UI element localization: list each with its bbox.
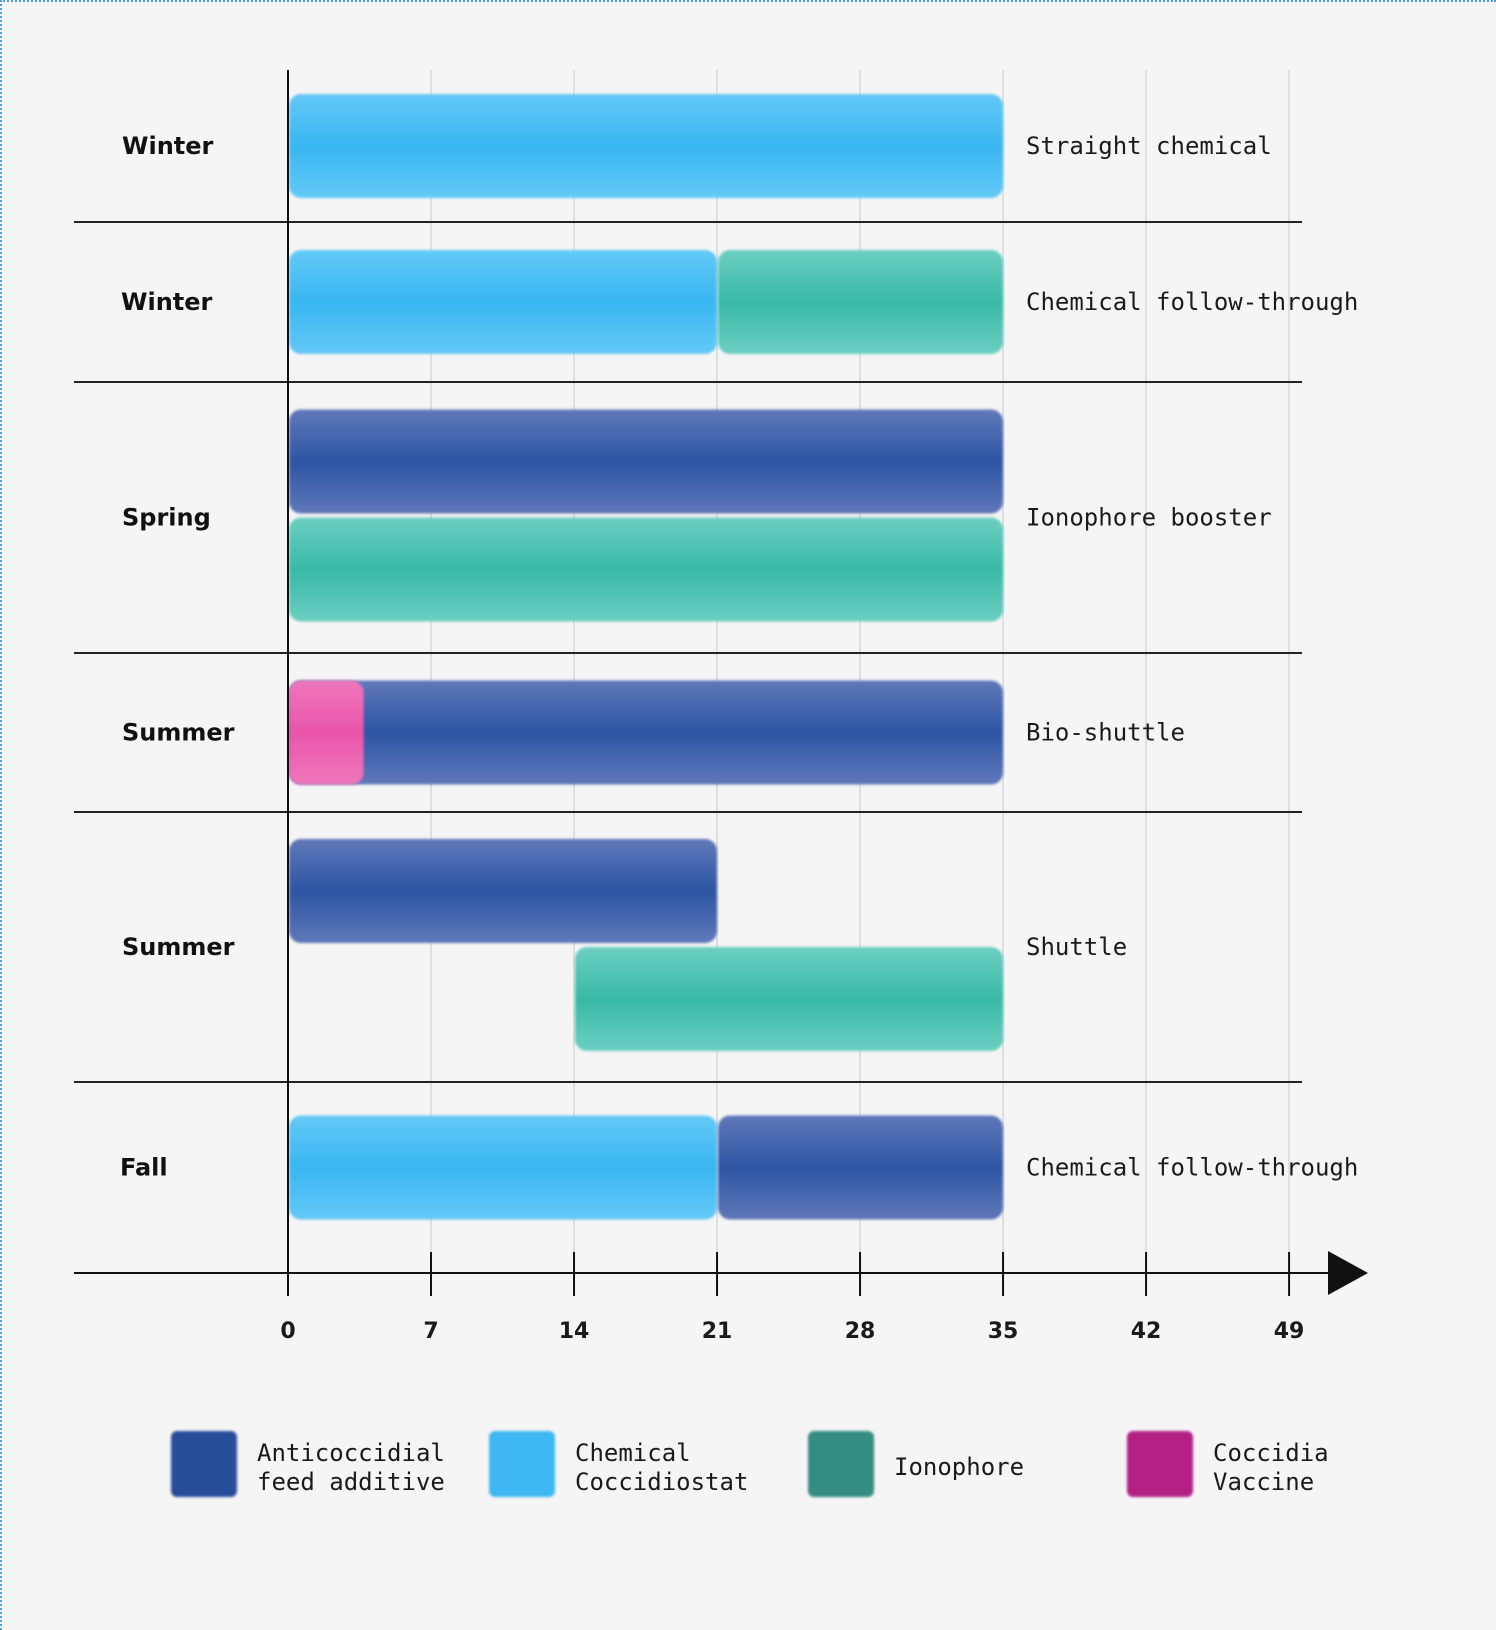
x-tick-label: 0 <box>280 1319 295 1344</box>
bar-anticoccidial <box>289 839 718 943</box>
program-label: Shuttle <box>1026 933 1127 961</box>
x-tick-label: 28 <box>845 1319 876 1344</box>
bar-chemical <box>289 250 718 354</box>
legend-label: feed additive <box>257 1468 445 1496</box>
legend-label: Coccidia <box>1213 1439 1329 1467</box>
x-tick-label: 35 <box>988 1319 1019 1344</box>
program-label: Chemical follow-through <box>1026 1154 1358 1182</box>
bar-chemical <box>289 94 1004 198</box>
x-tick-label: 42 <box>1131 1319 1162 1344</box>
program-label: Bio-shuttle <box>1026 719 1185 747</box>
x-tick-label: 49 <box>1274 1319 1305 1344</box>
legend-label: Ionophore <box>894 1453 1024 1481</box>
bar-ionophore <box>289 517 1004 622</box>
bar-chemical <box>289 1115 718 1220</box>
season-label: Winter <box>121 288 213 316</box>
bar-ionophore <box>718 250 1004 354</box>
legend-swatch-chemical <box>489 1431 555 1497</box>
x-axis-arrow-icon <box>1328 1251 1368 1295</box>
legend-label: Vaccine <box>1213 1468 1314 1496</box>
season-label: Winter <box>122 132 214 160</box>
x-tick-label: 14 <box>559 1319 590 1344</box>
x-tick-label: 21 <box>702 1319 733 1344</box>
bar-vaccine <box>289 680 364 785</box>
legend-swatch-anticoccidial <box>171 1431 237 1497</box>
legend-label: Coccidiostat <box>575 1468 748 1496</box>
season-label: Fall <box>120 1154 168 1182</box>
bar-anticoccidial <box>289 680 1004 785</box>
program-label: Ionophore booster <box>1026 504 1272 532</box>
season-label: Summer <box>122 719 235 747</box>
legend-label: Anticoccidial <box>257 1439 445 1467</box>
legend-swatch-vaccine <box>1127 1431 1193 1497</box>
program-label: Straight chemical <box>1026 132 1272 160</box>
program-label: Chemical follow-through <box>1026 288 1358 316</box>
bar-ionophore <box>575 947 1004 1051</box>
bar-anticoccidial <box>718 1115 1004 1220</box>
bar-anticoccidial <box>289 409 1004 514</box>
season-label: Summer <box>122 933 235 961</box>
x-tick-label: 7 <box>423 1319 438 1344</box>
season-label: Spring <box>122 504 211 532</box>
legend-label: Chemical <box>575 1439 691 1467</box>
legend-swatch-ionophore <box>808 1431 874 1497</box>
